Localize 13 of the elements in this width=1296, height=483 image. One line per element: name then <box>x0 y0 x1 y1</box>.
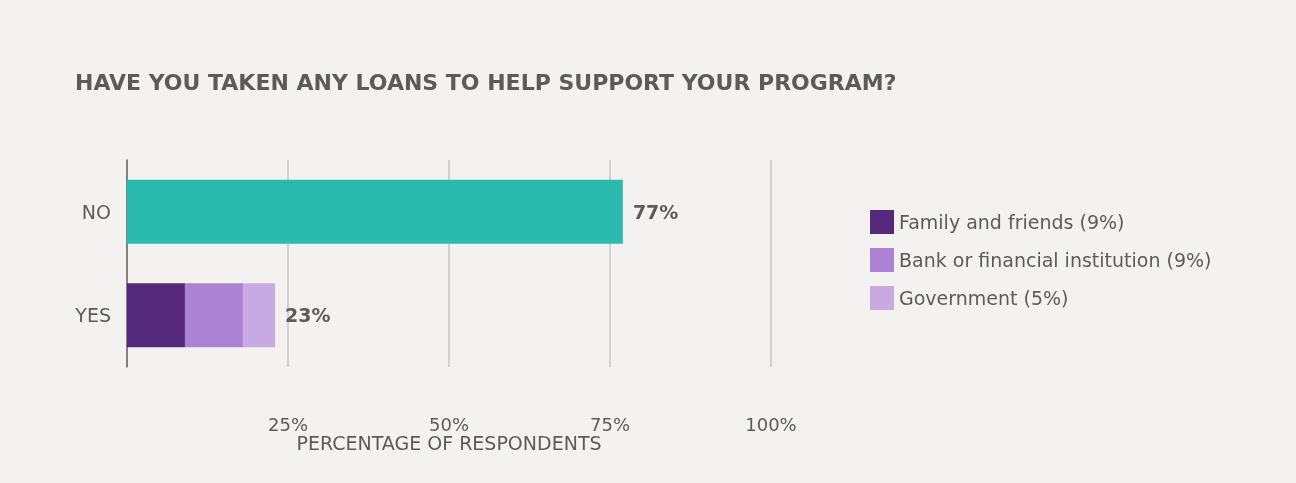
x-tick-label: 100% <box>745 413 797 435</box>
y-tick-label: YES <box>74 304 111 327</box>
legend-label: Government (5%) <box>899 287 1069 309</box>
x-axis-title: PERCENTAGE OF RESPONDENTS <box>296 432 602 455</box>
x-tick-label: 25% <box>267 413 309 435</box>
chart-title: HAVE YOU TAKEN ANY LOANS TO HELP SUPPORT YOUR PROGRAM? <box>75 69 897 95</box>
total-label: 77% <box>632 200 679 223</box>
x-tick-label: 50% <box>428 413 470 435</box>
total-label: 23% <box>285 304 331 327</box>
legend-label: Family and friends (9%) <box>899 211 1125 233</box>
legend-label: Bank or financial institution (9%) <box>899 249 1212 271</box>
y-tick-label: NO <box>81 200 111 223</box>
x-tick-label: 75% <box>589 413 631 435</box>
